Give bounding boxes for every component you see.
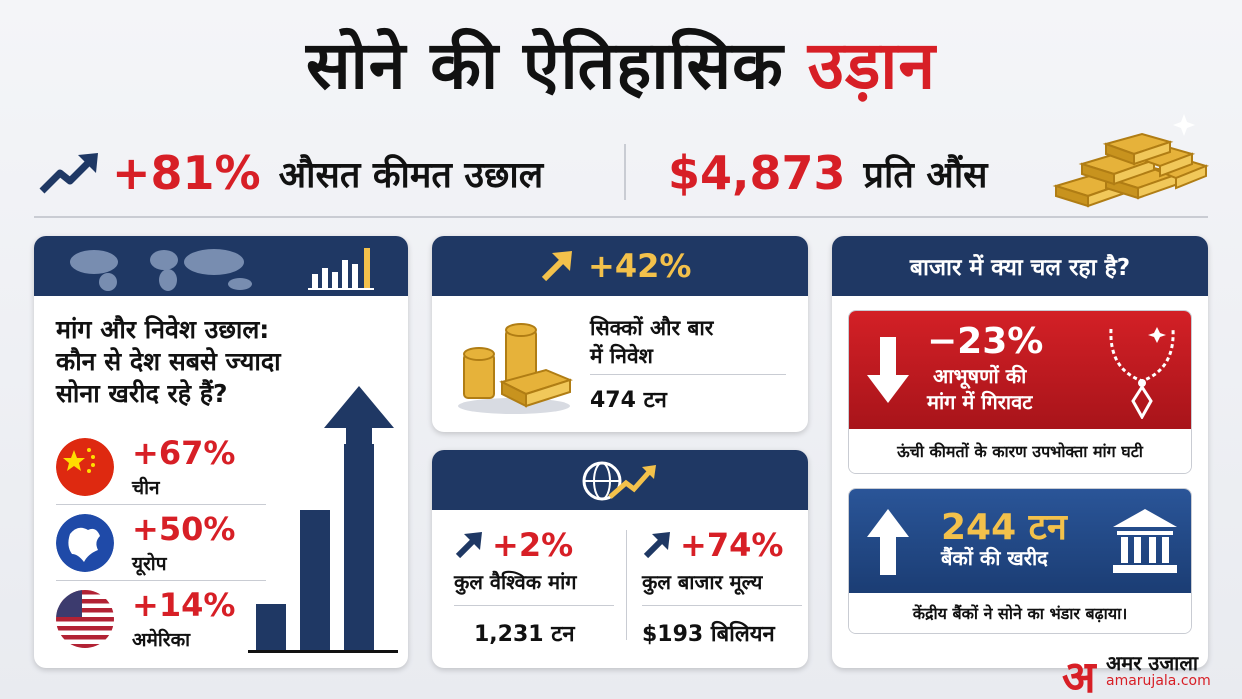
usa-name: अमेरिका xyxy=(132,629,191,651)
country-usa: +14% अमेरिका xyxy=(56,586,276,654)
avg-price-label: औसत कीमत उछाल xyxy=(278,154,544,196)
market-value-col: +74% कुल बाजार मूल्य $193 बिलियन xyxy=(642,526,808,648)
brand-site: amarujala.com xyxy=(1106,673,1211,689)
gold-coins-icon xyxy=(458,323,573,414)
china-name: चीन xyxy=(132,477,160,499)
demand-card: मांग और निवेश उछाल: कौन से देश सबसे ज्या… xyxy=(34,236,408,668)
up-arrow-icon xyxy=(867,509,909,575)
avg-price-stat: +81% औसत कीमत उछाल xyxy=(38,146,543,200)
usa-pct: +14% xyxy=(132,586,236,624)
market-value-separator xyxy=(642,605,802,606)
demand-card-header xyxy=(34,236,408,296)
growth-bars-arrow-icon xyxy=(248,386,398,653)
coins-label-line1: सिक्कों और बार xyxy=(590,316,714,340)
jewelry-label-line2: मांग में गिरावट xyxy=(927,390,1033,414)
down-arrow-icon xyxy=(867,337,909,403)
global-demand-value: 1,231 टन xyxy=(474,622,575,647)
bank-purchase-box: 244 टन बैंकों की खरीद केंद्रीय बैंकों ने… xyxy=(848,488,1192,634)
banks-note: केंद्रीय बैंकों ने सोने का भंडार बढ़ाया। xyxy=(849,593,1191,633)
global-col-divider xyxy=(626,530,627,640)
demand-question-line3: सोना खरीद रहे हैं? xyxy=(56,379,228,408)
price-per-ounce-stat: $4,873 प्रति औंस xyxy=(668,146,988,200)
necklace-icon xyxy=(1109,327,1175,419)
china-flag-icon xyxy=(56,438,114,496)
price-value: $4,873 xyxy=(668,146,846,200)
global-demand-col: +2% कुल वैश्विक मांग 1,231 टन xyxy=(454,526,632,648)
market-trends-card: बाजार में क्या चल रहा है? −23% आभूषणों क… xyxy=(832,236,1208,668)
title-part1: सोने की ऐतिहासिक xyxy=(305,27,784,104)
trend-up-arrow-icon xyxy=(643,532,670,559)
global-demand-label: कुल वैश्विक मांग xyxy=(454,570,577,594)
china-pct: +67% xyxy=(132,434,236,472)
jewelry-label-line1: आभूषणों की xyxy=(933,364,1027,388)
amarujala-logo: अ अमर उजाला amarujala.com xyxy=(1062,645,1232,699)
coins-card-header: +42% xyxy=(432,236,808,296)
market-value-pct: +74% xyxy=(680,526,784,564)
demand-question: मांग और निवेश उछाल: कौन से देश सबसे ज्या… xyxy=(56,314,281,410)
coins-label: सिक्कों और बार में निवेश xyxy=(590,314,713,370)
banks-value: 244 टन xyxy=(941,507,1067,548)
header-divider xyxy=(34,216,1208,218)
global-demand-pct: +2% xyxy=(492,526,574,564)
stat-divider xyxy=(624,144,626,200)
usa-flag-icon xyxy=(56,590,114,648)
market-card-header: बाजार में क्या चल रहा है? xyxy=(832,236,1208,296)
gold-bars-icon xyxy=(1052,114,1210,208)
coins-bars-card: +42% सिक्कों और बार में निवेश 474 टन xyxy=(432,236,808,432)
country-china: +67% चीन xyxy=(56,434,276,502)
price-label: प्रति औंस xyxy=(863,154,988,196)
world-map-icon xyxy=(70,249,252,291)
headline-stats: +81% औसत कीमत उछाल $4,873 प्रति औंस xyxy=(0,114,1242,210)
coins-pct: +42% xyxy=(588,247,692,285)
global-demand-separator xyxy=(454,605,614,606)
banks-label: बैंकों की खरीद xyxy=(941,546,1048,570)
demand-question-line1: मांग और निवेश उछाल: xyxy=(56,315,270,344)
global-market-card: +2% कुल वैश्विक मांग 1,231 टन +74% कुल ब… xyxy=(432,450,808,668)
title-part2: उड़ान xyxy=(807,27,936,104)
country-europe: +50% यूरोप xyxy=(56,510,276,578)
market-value-value: $193 बिलियन xyxy=(642,622,775,647)
demand-question-line2: कौन से देश सबसे ज्यादा xyxy=(56,347,281,376)
bar-chart-icon xyxy=(308,248,374,290)
jewelry-label: आभूषणों की मांग में गिरावट xyxy=(927,363,1032,415)
jewelry-value: −23% xyxy=(927,321,1044,362)
market-value-label: कुल बाजार मूल्य xyxy=(642,570,763,594)
coins-value: 474 टन xyxy=(590,388,667,413)
country-separator xyxy=(56,504,266,505)
bank-icon xyxy=(1113,509,1177,573)
coins-separator xyxy=(590,374,786,375)
europe-pct: +50% xyxy=(132,510,236,548)
country-separator xyxy=(56,580,266,581)
coins-label-line2: में निवेश xyxy=(590,344,653,368)
brand-name: अमर उजाला xyxy=(1106,651,1199,675)
brand-logo-char: अ xyxy=(1062,652,1096,699)
europe-globe-icon xyxy=(56,514,114,572)
globe-trend-icon xyxy=(582,461,656,501)
trend-up-arrow-icon xyxy=(39,153,98,194)
jewelry-note: ऊंची कीमतों के कारण उपभोक्ता मांग घटी xyxy=(849,429,1191,473)
global-card-header xyxy=(432,450,808,510)
trend-up-arrow-icon xyxy=(541,251,572,282)
page-title: सोने की ऐतिहासिक उड़ान xyxy=(0,18,1242,108)
avg-price-value: +81% xyxy=(112,146,261,200)
trend-up-arrow-icon xyxy=(455,532,482,559)
europe-name: यूरोप xyxy=(132,553,167,575)
jewelry-demand-box: −23% आभूषणों की मांग में गिरावट ऊंची कीम… xyxy=(848,310,1192,474)
